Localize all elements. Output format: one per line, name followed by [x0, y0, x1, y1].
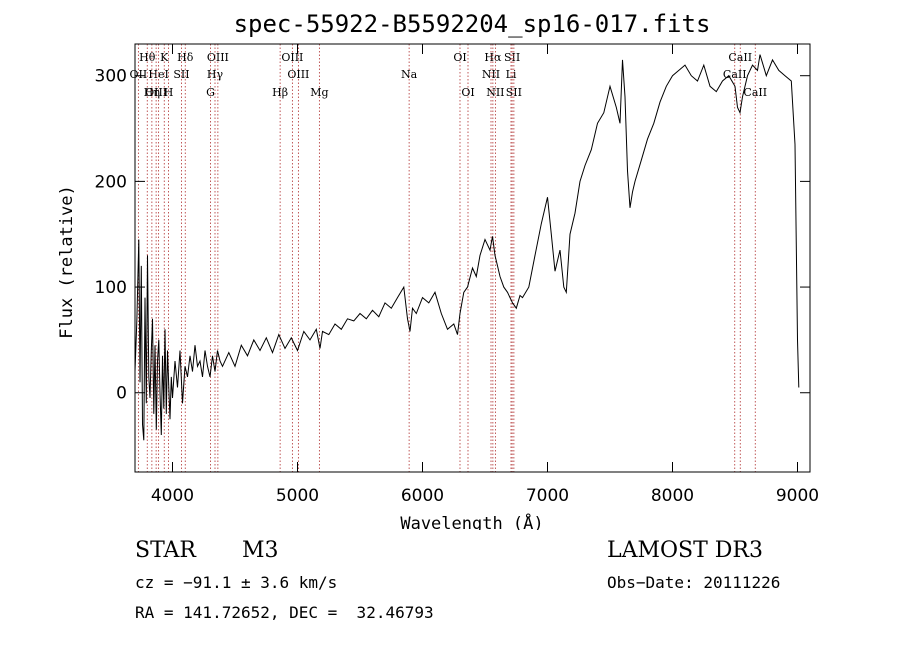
line-label: OIII [207, 51, 229, 64]
line-label: H [164, 86, 174, 99]
line-label: SII [173, 68, 189, 81]
spectrum-line [134, 54, 800, 441]
line-label: NII [482, 68, 500, 81]
line-label: CaII [743, 86, 767, 99]
redshift-velocity: cz = −91.1 ± 3.6 km/s [135, 573, 338, 592]
x-axis-label: Wavelength (Å) [400, 512, 543, 530]
line-label: Hδ [177, 51, 194, 64]
y-tick-label: 0 [116, 384, 127, 404]
line-label: CaII [723, 68, 747, 81]
line-label: Hθ [139, 51, 156, 64]
x-tick-label: 9000 [776, 486, 819, 506]
line-label: Hα [484, 51, 502, 64]
line-label: OI [461, 86, 474, 99]
coordinates: RA = 141.72652, DEC = 32.46793 [135, 603, 434, 622]
line-label: G [206, 86, 215, 99]
line-label: SII [506, 86, 522, 99]
line-label: SII [504, 51, 520, 64]
line-label: Na [401, 68, 418, 81]
line-label: Li [506, 68, 517, 81]
spectrum-chart: spec-55922-B5592204_sp16-017.fits Hθ K Hδ OI… [57, 10, 819, 530]
line-label: OIII [145, 86, 167, 99]
chart-title: spec-55922-B5592204_sp16-017.fits [234, 10, 711, 38]
y-axis-label: Flux (relative) [57, 185, 77, 339]
line-label: OIII [287, 68, 309, 81]
y-tick-label: 200 [95, 172, 127, 192]
x-tick-label: 4000 [151, 486, 194, 506]
line-label: K [160, 51, 169, 64]
x-tick-label: 7000 [526, 486, 569, 506]
y-tick-label: 100 [95, 278, 127, 298]
line-label: OI [453, 51, 466, 64]
line-label: CaII [728, 51, 752, 64]
line-label: Hγ [207, 68, 224, 81]
line-label: HeI [148, 68, 168, 81]
observation-date: Obs−Date: 20111226 [607, 573, 781, 592]
object-class: STAR [135, 538, 196, 563]
line-label: Mg [310, 86, 328, 99]
line-label: OII [130, 68, 148, 81]
x-tick-label: 8000 [651, 486, 694, 506]
line-label: OIII [281, 51, 303, 64]
survey-name: LAMOST DR3 [607, 538, 763, 563]
object-subclass: M3 [242, 538, 279, 563]
line-label: NII [486, 86, 504, 99]
y-tick-label: 300 [95, 67, 127, 87]
plot-frame [134, 43, 811, 473]
x-tick-label: 5000 [276, 486, 319, 506]
x-tick-label: 6000 [401, 486, 444, 506]
line-label: Hβ [272, 86, 288, 99]
line-label: Hη [144, 86, 160, 99]
